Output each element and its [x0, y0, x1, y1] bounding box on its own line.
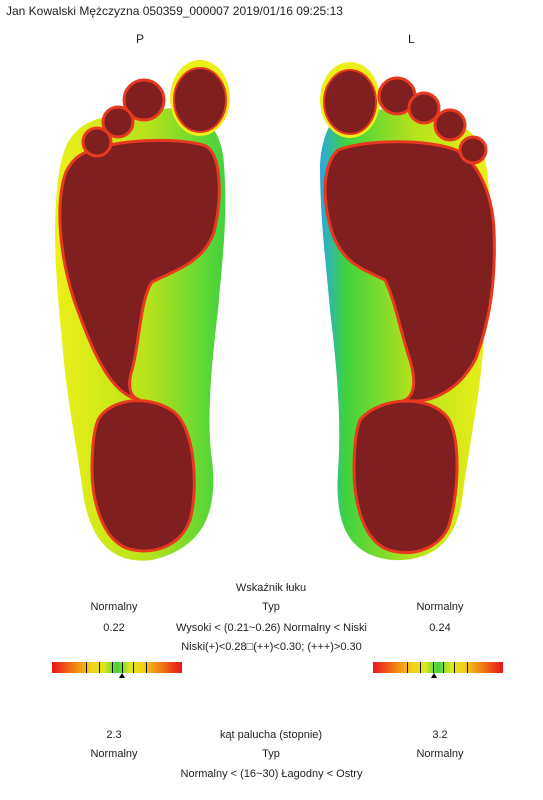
left-toe-3: [407, 91, 441, 125]
color-bar-separator: [432, 662, 434, 673]
right-toe-big-contact: [173, 67, 227, 133]
arch-left-color-bar: [373, 662, 503, 673]
right-toe-2: [122, 78, 166, 122]
right-foot-contact-forefoot: [58, 138, 221, 402]
pressure-map: [55, 60, 496, 561]
hallux-title: kąt palucha (stopnie): [219, 729, 323, 741]
arch-right-class: Normalny: [90, 601, 138, 613]
hallux-right-class: Normalny: [90, 748, 138, 760]
color-bar-separator: [122, 662, 124, 673]
arch-type-label: Typ: [262, 601, 280, 613]
arch-left-value: 0.24: [429, 622, 451, 634]
hallux-type-label: Typ: [262, 748, 280, 760]
arch-left-class: Normalny: [416, 601, 464, 613]
left-toe-5: [458, 135, 488, 165]
arch-scale-line-1: Wysoki < (0.21~0.26) Normalny < Niski: [176, 622, 367, 634]
color-bar-separator: [466, 662, 468, 673]
arch-scale-line-2: Niski(+)<0.28□(++)<0.30; (+++)>0.30: [181, 641, 362, 653]
arch-left-marker: [431, 673, 438, 678]
arch-index-title: Wskaźnik łuku: [235, 582, 307, 594]
hallux-left-value: 3.2: [432, 729, 448, 741]
left-foot-map: [320, 62, 496, 561]
arch-right-marker: [119, 673, 126, 678]
color-bar-separator: [132, 662, 134, 673]
left-toe-big-contact: [323, 69, 377, 135]
right-toe-4: [81, 126, 113, 158]
left-foot-label: L: [408, 32, 415, 46]
color-bar-separator: [98, 662, 100, 673]
left-toe-4: [433, 108, 467, 142]
right-toe-3: [101, 105, 135, 139]
hallux-left-class: Normalny: [416, 748, 464, 760]
right-foot-contact-heel: [90, 399, 196, 553]
color-bar-separator: [111, 662, 113, 673]
arch-right-color-bar: [52, 662, 182, 673]
right-foot-label: P: [136, 32, 145, 46]
arch-right-value: 0.22: [103, 622, 125, 634]
left-foot-contact-heel: [352, 399, 459, 555]
color-bar-separator: [145, 662, 147, 673]
color-bar-separator: [406, 662, 408, 673]
color-bar-separator: [419, 662, 421, 673]
patient-header: Jan Kowalski Mężczyzna 050359_000007 201…: [6, 4, 343, 18]
color-bar-separator: [85, 662, 87, 673]
right-foot-map: [55, 60, 230, 561]
color-bar-separator: [443, 662, 445, 673]
hallux-scale-line: Normalny < (16~30) Łagodny < Ostry: [180, 768, 363, 780]
color-bar-separator: [453, 662, 455, 673]
hallux-right-value: 2.3: [106, 729, 122, 741]
